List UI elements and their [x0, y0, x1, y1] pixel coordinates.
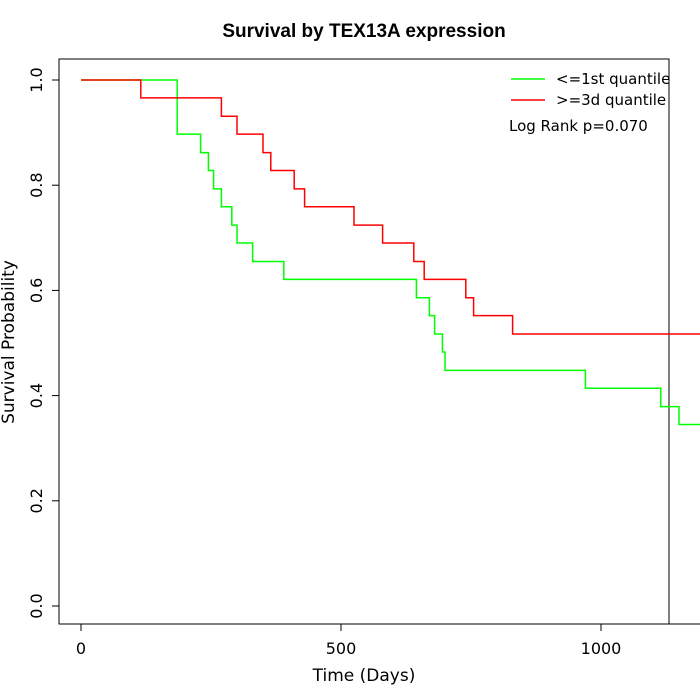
legend-label-low: <=1st quantile: [556, 70, 670, 88]
y-tick-label: 0.0: [27, 593, 46, 618]
y-axis: 0.0 0.2 0.4 0.6 0.8 1.0: [27, 67, 60, 619]
legend: <=1st quantile >=3d quantile: [511, 70, 670, 109]
series-layer: [81, 79, 700, 426]
log-rank-annotation: Log Rank p=0.070: [509, 117, 648, 135]
chart-title: Survival by TEX13A expression: [222, 21, 505, 42]
x-tick-label: 1000: [581, 639, 622, 658]
x-tick-label: 500: [326, 639, 357, 658]
y-tick-label: 0.4: [27, 383, 46, 408]
series-line-low: [81, 79, 700, 426]
x-tick-label: 0: [76, 639, 86, 658]
y-tick-label: 0.8: [27, 172, 46, 197]
x-axis-label: Time (Days): [312, 666, 416, 686]
series-line-high: [81, 79, 700, 335]
x-axis: 0500100015002000: [76, 623, 700, 658]
y-tick-label: 1.0: [27, 67, 46, 92]
legend-label-high: >=3d quantile: [556, 91, 666, 109]
y-axis-label: Survival Probability: [0, 260, 19, 424]
y-tick-label: 0.6: [27, 278, 46, 303]
y-tick-label: 0.2: [27, 488, 46, 513]
